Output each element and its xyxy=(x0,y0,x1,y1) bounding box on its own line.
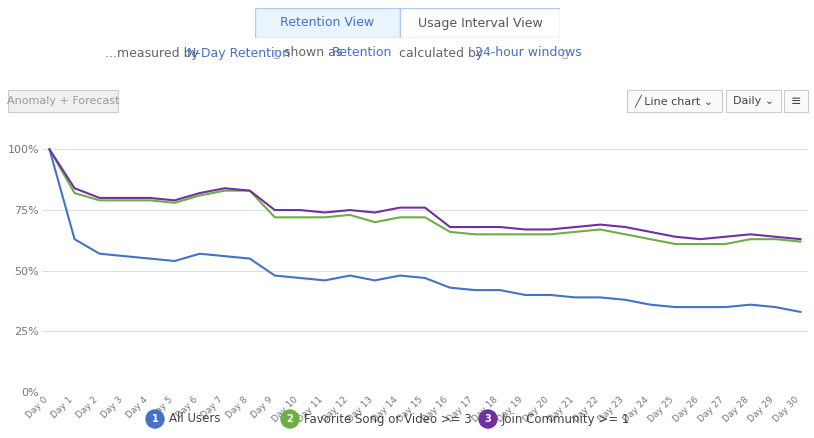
Text: Join Community >= 1: Join Community >= 1 xyxy=(502,413,630,425)
Text: All Users: All Users xyxy=(169,413,221,425)
FancyBboxPatch shape xyxy=(255,8,400,38)
Text: ≡: ≡ xyxy=(790,95,801,107)
Text: 2: 2 xyxy=(287,414,293,424)
Circle shape xyxy=(146,410,164,428)
Text: ...measured by: ...measured by xyxy=(105,46,199,60)
FancyBboxPatch shape xyxy=(726,90,781,112)
Text: ⓘ: ⓘ xyxy=(270,48,282,58)
Text: 1: 1 xyxy=(151,414,159,424)
Text: Daily ⌄: Daily ⌄ xyxy=(733,96,775,106)
FancyBboxPatch shape xyxy=(784,90,808,112)
Text: ╱ Line chart ⌄: ╱ Line chart ⌄ xyxy=(634,95,714,107)
Text: 24-hour windows: 24-hour windows xyxy=(475,46,582,60)
Text: N-Day Retention: N-Day Retention xyxy=(187,46,290,60)
Text: Retention View: Retention View xyxy=(280,17,374,29)
Text: calculated by: calculated by xyxy=(399,46,484,60)
Text: ⓘ: ⓘ xyxy=(559,48,568,58)
FancyBboxPatch shape xyxy=(627,90,722,112)
Text: Favorite Song or Video >= 3: Favorite Song or Video >= 3 xyxy=(304,413,472,425)
Text: Anomaly + Forecast: Anomaly + Forecast xyxy=(7,96,119,106)
Circle shape xyxy=(281,410,299,428)
Text: 3: 3 xyxy=(484,414,492,424)
Text: shown as: shown as xyxy=(283,46,342,60)
Text: Usage Interval View: Usage Interval View xyxy=(418,17,542,29)
Circle shape xyxy=(479,410,497,428)
FancyBboxPatch shape xyxy=(8,90,118,112)
FancyBboxPatch shape xyxy=(400,8,560,38)
Text: Retention: Retention xyxy=(332,46,392,60)
